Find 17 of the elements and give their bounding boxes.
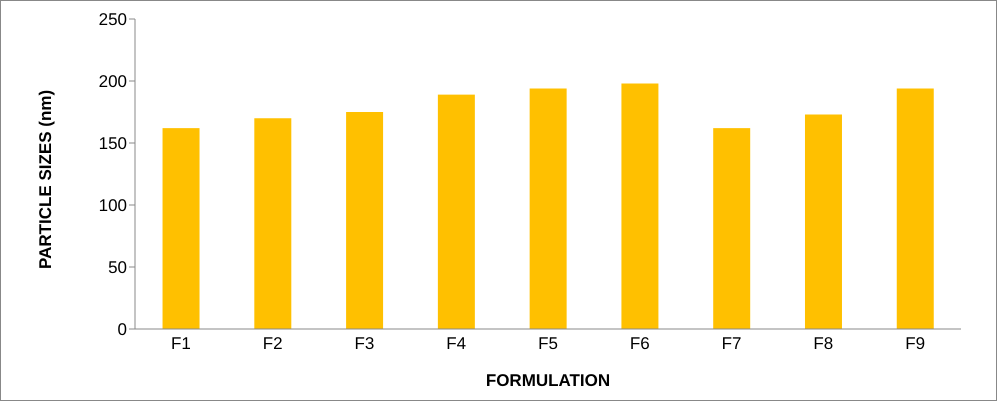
y-tick-label: 150 (98, 134, 127, 154)
y-axis-title: PARTICLE SIZES (nm) (36, 90, 56, 269)
x-tick-label: F8 (813, 334, 834, 354)
x-tick-label: F9 (905, 334, 926, 354)
x-tick-label: F6 (630, 334, 650, 354)
y-tick-label: 0 (118, 320, 127, 340)
y-tick-label: 200 (98, 72, 127, 92)
x-tick-label: F4 (446, 334, 466, 354)
x-axis-title: FORMULATION (486, 371, 610, 390)
x-tick-label: F5 (538, 334, 558, 354)
x-tick-label: F3 (354, 334, 374, 354)
x-tick-label: F7 (722, 334, 742, 354)
y-tick-label: 250 (98, 10, 127, 30)
y-tick-label: 100 (98, 196, 127, 216)
x-tick-label: F2 (262, 334, 283, 354)
x-tick-label: F1 (170, 334, 191, 354)
y-tick-label: 50 (108, 258, 127, 278)
